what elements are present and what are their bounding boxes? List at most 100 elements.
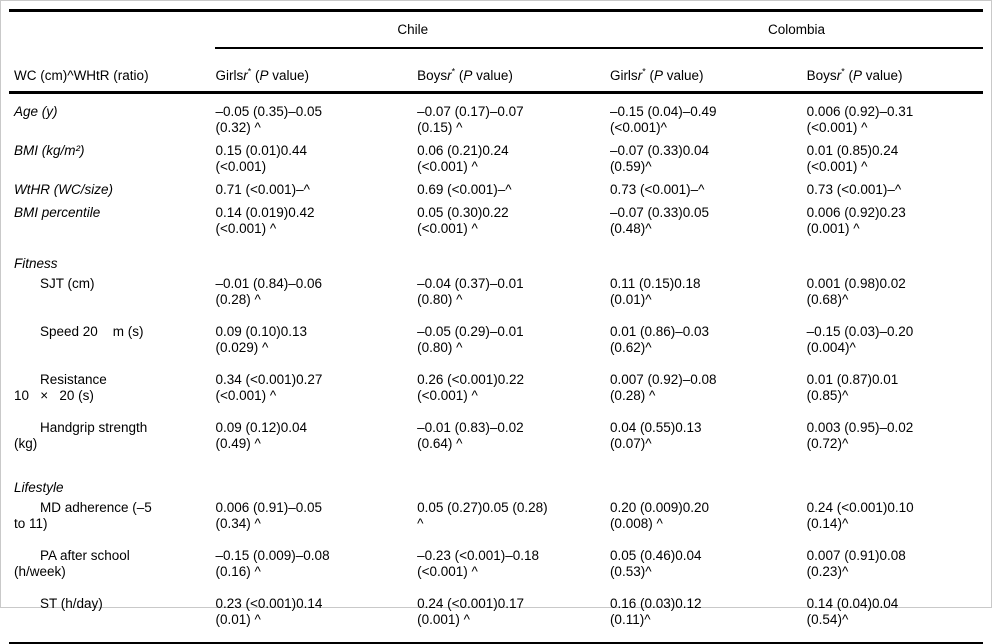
data-cell: 0.34 (<0.001)0.27 (<0.001) ^ [215,370,417,418]
cell-line: 0.14 (0.019)0.42 [215,205,315,220]
cell-line: –0.15 (0.04)–0.49 [609,104,717,119]
column-header-chile-boys: Boysr* (P value) [417,48,610,94]
row-label: BMI percentile [14,205,101,220]
country-group-header-row: Chile Colombia [9,9,983,49]
data-cell: 0.14 (0.019)0.42 (<0.001) ^ [215,203,417,242]
data-cell: 0.73 (<0.001)–^ [610,180,807,203]
row-label: Speed 20 m (s) [40,324,144,339]
data-cell: 0.01 (0.87)0.01 (0.85)^ [807,370,983,418]
data-cell [215,242,417,274]
cell-line: (0.01) ^ [215,612,261,627]
correlation-table: Chile Colombia WC (cm)^WHtR (ratio) Girl… [9,9,983,644]
cell-line: 0.003 (0.95)–0.02 [806,420,914,435]
r-symbol: r [243,68,248,83]
row-label-cell: PA after school (h/week) [9,546,215,594]
data-cell: 0.001 (0.98)0.02 (0.68)^ [807,274,983,322]
cell-line: (0.07)^ [609,436,652,451]
data-cell: 0.01 (0.86)–0.03 (0.62)^ [610,322,807,370]
cell-line: 0.09 (0.10)0.13 [215,324,308,339]
group-header-colombia: Colombia [609,9,983,49]
row-label: WtHR (WC/size) [14,182,113,197]
cell-line: 0.007 (0.92)–0.08 [609,372,717,387]
cell-line: (0.001) ^ [806,221,860,236]
cell-line: (0.14)^ [806,516,849,531]
cell-line: (<0.001) ^ [417,388,478,403]
data-cell: –0.15 (0.04)–0.49 (<0.001)^ [610,93,807,142]
cell-line: –0.05 (0.29)–0.01 [417,324,524,339]
cell-line: 0.24 (<0.001)0.10 [806,500,914,515]
row-label-cell: MD adherence (–5 to 11) [9,498,215,546]
table-row: WtHR (WC/size) 0.71 (<0.001)–^ 0.69 (<0.00… [9,180,983,203]
cell-line: 0.15 (0.01)0.44 [215,143,308,158]
cell-line: 0.16 (0.03)0.12 [609,596,702,611]
cell-line: 0.34 (<0.001)0.27 [215,372,323,387]
cell-line: (0.001) ^ [417,612,470,627]
cell-line: (0.53)^ [609,564,652,579]
table-row: ST (h/day) 0.23 (<0.001)0.14 (0.01) ^ 0.24 … [9,594,983,643]
p-symbol: P [259,68,269,83]
cell-line: (<0.001) ^ [215,388,277,403]
cell-line: 0.20 (0.009)0.20 [609,500,710,515]
row-label-cell: Resistance 10 × 20 (s) [9,370,215,418]
column-header-chile-girls: Girlsr* (P value) [215,48,418,94]
data-cell: –0.07 (0.17)–0.07 (0.15) ^ [417,93,610,142]
cell-line: (0.029) ^ [215,340,269,355]
data-cell: –0.07 (0.33)0.04 (0.59)^ [610,141,807,180]
data-cell [417,242,610,274]
data-cell: 0.26 (<0.001)0.22 (<0.001) ^ [417,370,610,418]
footnote-star: * [247,66,252,77]
row-label: Age (y) [14,104,58,119]
group-header-chile: Chile [215,9,610,49]
table-row: MD adherence (–5 to 11) 0.006 (0.91)–0.05(… [9,498,983,546]
row-label: 10 × 20 (s) [14,388,94,403]
data-cell: 0.16 (0.03)0.12 (0.11)^ [610,594,807,643]
cell-line: 0.001 (0.98)0.02 [806,276,906,291]
table-row: PA after school (h/week) –0.15 (0.009)–0.0… [9,546,983,594]
row-label: Fitness [14,256,58,271]
cell-line: (0.23)^ [806,564,849,579]
footnote-star: * [451,66,456,77]
cell-line: 0.73 (<0.001)–^ [806,182,902,197]
cell-line: –0.01 (0.83)–0.02 [417,420,524,435]
data-cell [610,466,807,498]
cell-line: 0.06 (0.21)0.24 [417,143,509,158]
cell-line: (<0.001) ^ [806,120,868,135]
cell-line: –0.15 (0.009)–0.08 [215,548,330,563]
data-cell: 0.05 (0.27)0.05 (0.28) ^ [417,498,610,546]
row-label-cell: BMI percentile [9,203,215,242]
cell-line: (0.008) ^ [609,516,663,531]
cell-line: (0.49) ^ [215,436,261,451]
column-header-colombia-girls: Girlsr* (P value) [609,48,807,94]
table-row: Resistance 10 × 20 (s) 0.34 (<0.001)0.27 (<… [9,370,983,418]
cell-line: (0.64) ^ [417,436,463,451]
row-label: Lifestyle [14,480,64,495]
cell-line: (<0.001) ^ [417,159,478,174]
data-cell: 0.05 (0.30)0.22 (<0.001) ^ [417,203,610,242]
table-row: Speed 20 m (s) 0.09 (0.10)0.13 (0.029) ^ –0… [9,322,983,370]
corner-header: WC (cm)^WHtR (ratio) [9,48,216,94]
cell-line: 0.71 (<0.001)–^ [215,182,311,197]
sex-label: Boys [417,68,448,83]
data-cell: 0.71 (<0.001)–^ [215,180,417,203]
data-cell: 0.15 (0.01)0.44 (<0.001) [215,141,417,180]
data-cell: 0.20 (0.009)0.20 (0.008) ^ [610,498,807,546]
cell-line: –0.07 (0.17)–0.07 [417,104,524,119]
row-label: to 11) [14,516,48,531]
r-symbol: r [836,68,842,83]
cell-line: (<0.001) ^ [215,221,277,236]
cell-line: 0.26 (<0.001)0.22 [417,372,525,387]
cell-line: (0.80) ^ [417,292,463,307]
cell-line: 0.09 (0.12)0.04 [215,420,308,435]
data-cell: 0.003 (0.95)–0.02 (0.72)^ [807,418,983,466]
row-label: SJT (cm) [40,276,95,291]
cell-line: 0.006 (0.92)–0.31 [806,104,914,119]
row-label-cell: ST (h/day) [9,594,215,643]
data-cell: 0.01 (0.85)0.24 (<0.001) ^ [807,141,983,180]
cell-line: 0.05 (0.46)0.04 [609,548,702,563]
cell-line: 0.14 (0.04)0.04 [806,596,899,611]
cell-line: 0.73 (<0.001)–^ [609,182,705,197]
data-cell: 0.04 (0.55)0.13 (0.07)^ [610,418,807,466]
row-label-cell: Lifestyle [9,466,215,498]
data-cell: 0.006 (0.92)0.23 (0.001) ^ [807,203,983,242]
